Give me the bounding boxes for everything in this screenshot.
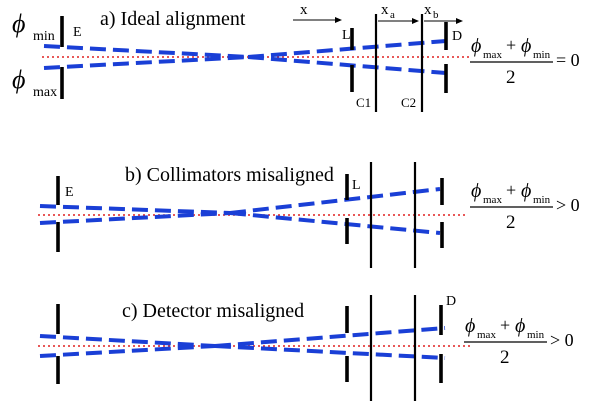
label-d: D [446,294,456,309]
label-d: D [452,29,462,44]
xa-label: x [381,2,389,18]
formula-c-phi1: ϕ [465,315,475,337]
x-arrowhead [335,17,342,23]
beam-lower-left [40,346,215,356]
label-e: E [73,25,82,40]
label-e: E [65,185,74,200]
formula-a-phi1: ϕ [471,35,481,57]
formula-c-sub2: min [527,329,545,341]
phi-max-symbol: ϕ [12,65,25,94]
formula-a-plus: + [506,35,516,55]
label-l: L [352,178,361,193]
formula-b-relation: > 0 [556,195,580,215]
panel-c: c) Detector misaligned D ϕ max + ϕ min 2… [38,294,574,401]
formula-b-denominator: 2 [506,212,516,233]
label-c2: C2 [401,95,416,110]
formula-b: ϕ max + ϕ min 2 > 0 [470,180,580,233]
beam-lower-right [248,57,446,73]
beam-lower-right [230,213,440,233]
xb-subscript: b [433,9,439,21]
beam-upper-right [215,328,445,346]
formula-b-phi1: ϕ [471,180,481,202]
formula-c-relation: > 0 [550,330,574,350]
formula-c-denominator: 2 [500,347,510,368]
formula-a-phi2: ϕ [521,35,531,57]
formula-b-sub1: max [483,194,502,206]
formula-c: ϕ max + ϕ min 2 > 0 [464,315,574,368]
formula-b-phi2: ϕ [521,180,531,202]
xb-arrowhead [456,18,463,24]
formula-b-sub2: min [533,194,551,206]
beam-upper-left [44,46,248,57]
xb-label: x [424,2,432,18]
formula-a-relation: = 0 [556,50,580,70]
formula-b-plus: + [506,180,516,200]
beam-lower-left [44,57,248,68]
beam-upper-left [40,336,215,346]
phi-max-subscript: max [33,85,57,100]
formula-a-sub1: max [483,49,502,61]
xa-subscript: a [390,9,395,21]
phi-min-subscript: min [33,29,55,44]
formula-a: ϕ max + ϕ min 2 = 0 [470,35,580,88]
formula-a-sub2: min [533,49,551,61]
x-label: x [300,2,308,18]
beam-upper-right [248,41,446,57]
panel-b: b) Collimators misaligned E L ϕ max + ϕ … [38,162,580,268]
label-c1: C1 [356,95,371,110]
formula-c-phi2: ϕ [515,315,525,337]
phi-min-symbol: ϕ [12,9,25,38]
panel-a-title: a) Ideal alignment [100,8,246,30]
beam-upper-right [230,189,440,213]
panel-b-title: b) Collimators misaligned [125,164,334,186]
beam-lower-right [215,346,445,358]
xa-arrowhead [412,18,419,24]
formula-c-plus: + [500,315,510,335]
panel-c-title: c) Detector misaligned [122,300,304,322]
formula-c-sub1: max [477,329,496,341]
beam-upper-left [40,206,230,213]
formula-a-denominator: 2 [506,67,516,88]
panel-a: a) Ideal alignment ϕ min ϕ max E L C1 C2… [12,2,580,112]
label-l: L [342,28,351,43]
